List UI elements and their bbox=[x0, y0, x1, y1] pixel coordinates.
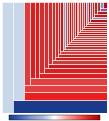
Bar bbox=[90, 2, 92, 19]
Bar bbox=[69, 42, 107, 44]
Bar bbox=[2, 2, 13, 113]
Bar bbox=[65, 2, 67, 46]
Bar bbox=[69, 2, 71, 42]
Bar bbox=[60, 2, 63, 51]
Bar bbox=[100, 8, 107, 11]
Bar bbox=[60, 51, 107, 54]
Bar bbox=[63, 49, 107, 51]
Bar bbox=[97, 2, 100, 11]
Bar bbox=[30, 2, 35, 78]
Bar bbox=[82, 28, 107, 30]
Bar bbox=[71, 2, 73, 40]
Bar bbox=[88, 2, 90, 22]
Bar bbox=[94, 14, 107, 17]
Bar bbox=[84, 26, 107, 28]
Bar bbox=[44, 68, 107, 73]
Bar bbox=[39, 2, 44, 73]
Bar bbox=[97, 11, 107, 14]
Bar bbox=[103, 2, 107, 8]
Bar bbox=[63, 2, 65, 49]
Bar bbox=[55, 2, 58, 57]
Bar bbox=[84, 2, 86, 26]
Bar bbox=[88, 22, 107, 24]
Bar bbox=[80, 2, 82, 30]
Bar bbox=[75, 36, 107, 38]
Bar bbox=[24, 85, 107, 92]
Bar bbox=[52, 2, 55, 60]
Bar bbox=[55, 57, 107, 60]
Bar bbox=[100, 2, 103, 8]
Bar bbox=[58, 54, 107, 57]
Bar bbox=[75, 2, 77, 36]
Bar bbox=[44, 2, 48, 68]
Bar bbox=[35, 2, 39, 78]
Bar bbox=[80, 30, 107, 32]
Bar bbox=[78, 2, 80, 32]
Bar bbox=[94, 2, 97, 14]
Bar bbox=[86, 2, 88, 24]
Bar bbox=[48, 64, 107, 68]
Bar bbox=[39, 73, 107, 78]
Bar bbox=[92, 17, 107, 19]
Bar bbox=[86, 24, 107, 26]
Bar bbox=[30, 78, 107, 85]
Bar bbox=[92, 2, 94, 17]
Bar bbox=[73, 38, 107, 40]
Bar bbox=[67, 44, 107, 46]
Bar bbox=[13, 100, 107, 113]
Bar bbox=[73, 2, 75, 38]
Bar bbox=[58, 2, 60, 54]
Bar bbox=[52, 60, 107, 64]
Bar bbox=[13, 2, 24, 100]
Bar bbox=[24, 92, 107, 100]
Bar bbox=[48, 2, 52, 64]
Bar bbox=[78, 32, 107, 34]
Bar bbox=[71, 40, 107, 42]
Bar bbox=[82, 2, 84, 28]
Bar bbox=[67, 2, 69, 44]
Bar bbox=[65, 46, 107, 49]
Bar bbox=[90, 19, 107, 22]
Bar bbox=[24, 2, 30, 85]
Bar bbox=[77, 2, 78, 34]
Bar bbox=[77, 34, 107, 36]
